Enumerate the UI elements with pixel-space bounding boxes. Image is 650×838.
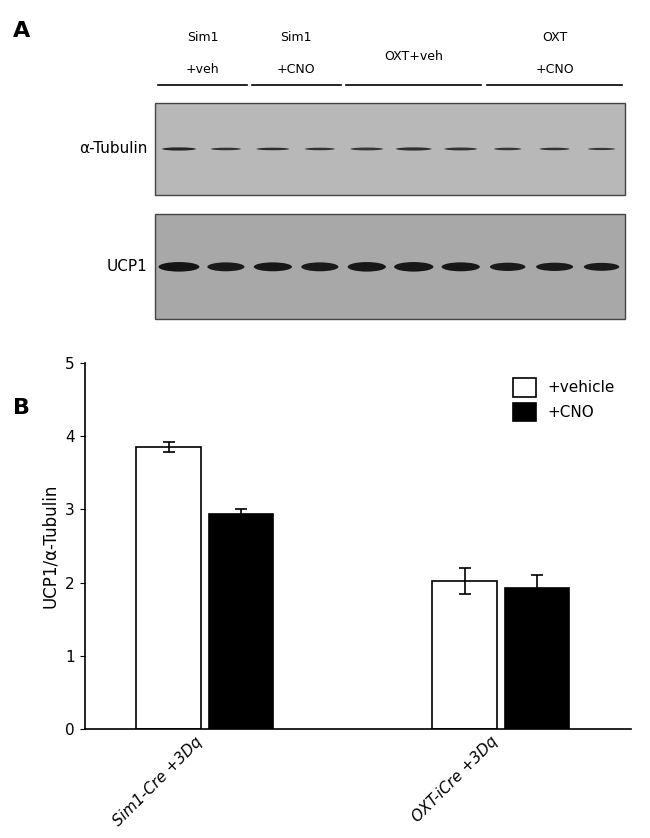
Ellipse shape (254, 262, 292, 272)
Ellipse shape (490, 262, 525, 271)
Text: +veh: +veh (186, 63, 219, 75)
Text: +CNO: +CNO (536, 63, 574, 75)
Ellipse shape (348, 262, 386, 272)
Ellipse shape (207, 262, 244, 272)
Ellipse shape (305, 147, 335, 150)
FancyBboxPatch shape (155, 215, 625, 319)
Text: Sim1: Sim1 (187, 31, 218, 44)
Ellipse shape (588, 147, 615, 150)
Ellipse shape (350, 147, 383, 150)
Ellipse shape (445, 147, 477, 150)
Bar (504, 587, 569, 729)
Text: B: B (13, 398, 30, 418)
Bar (209, 515, 273, 729)
Text: +CNO: +CNO (277, 63, 316, 75)
Text: α-Tubulin: α-Tubulin (79, 142, 148, 157)
Text: Sim1: Sim1 (281, 31, 312, 44)
Ellipse shape (396, 147, 432, 151)
Ellipse shape (211, 147, 241, 150)
Text: UCP1: UCP1 (107, 259, 148, 274)
Ellipse shape (394, 262, 434, 272)
Y-axis label: UCP1/α-Tubulin: UCP1/α-Tubulin (42, 484, 59, 608)
Ellipse shape (441, 262, 480, 272)
Text: A: A (13, 21, 31, 41)
Legend: +vehicle, +CNO: +vehicle, +CNO (505, 370, 623, 429)
Ellipse shape (494, 147, 521, 150)
Bar (136, 447, 201, 729)
FancyBboxPatch shape (155, 103, 625, 195)
Ellipse shape (301, 262, 339, 272)
Ellipse shape (162, 147, 196, 151)
Ellipse shape (584, 263, 619, 271)
Text: OXT+veh: OXT+veh (384, 50, 443, 63)
Ellipse shape (540, 147, 569, 150)
Ellipse shape (536, 262, 573, 271)
Bar (432, 581, 497, 729)
Ellipse shape (159, 262, 200, 272)
Text: OXT: OXT (542, 31, 567, 44)
Ellipse shape (257, 147, 289, 150)
